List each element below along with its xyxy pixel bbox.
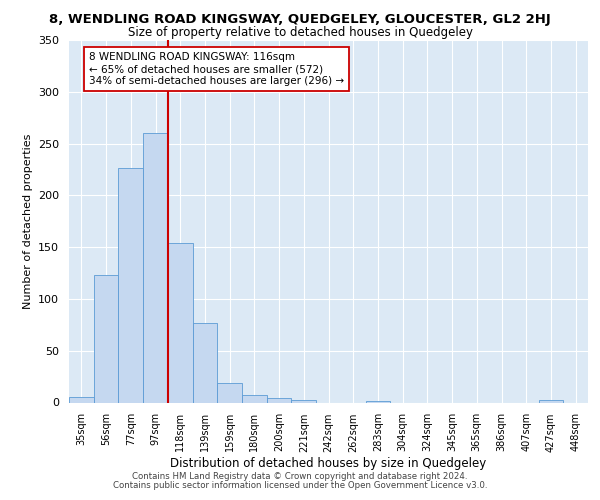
Bar bbox=[143, 133, 168, 402]
Bar bbox=[168, 243, 193, 402]
Text: Contains public sector information licensed under the Open Government Licence v3: Contains public sector information licen… bbox=[113, 481, 487, 490]
Bar bbox=[69, 398, 94, 402]
Bar bbox=[242, 395, 267, 402]
Text: 8, WENDLING ROAD KINGSWAY, QUEDGELEY, GLOUCESTER, GL2 2HJ: 8, WENDLING ROAD KINGSWAY, QUEDGELEY, GL… bbox=[49, 12, 551, 26]
Text: 8 WENDLING ROAD KINGSWAY: 116sqm
← 65% of detached houses are smaller (572)
34% : 8 WENDLING ROAD KINGSWAY: 116sqm ← 65% o… bbox=[89, 52, 344, 86]
Y-axis label: Number of detached properties: Number of detached properties bbox=[23, 134, 32, 309]
Text: Size of property relative to detached houses in Quedgeley: Size of property relative to detached ho… bbox=[128, 26, 473, 39]
Bar bbox=[267, 398, 292, 402]
X-axis label: Distribution of detached houses by size in Quedgeley: Distribution of detached houses by size … bbox=[170, 457, 487, 470]
Bar bbox=[193, 323, 217, 402]
Bar bbox=[94, 275, 118, 402]
Bar bbox=[292, 400, 316, 402]
Text: Contains HM Land Registry data © Crown copyright and database right 2024.: Contains HM Land Registry data © Crown c… bbox=[132, 472, 468, 481]
Bar bbox=[118, 168, 143, 402]
Bar bbox=[539, 400, 563, 402]
Bar bbox=[217, 383, 242, 402]
